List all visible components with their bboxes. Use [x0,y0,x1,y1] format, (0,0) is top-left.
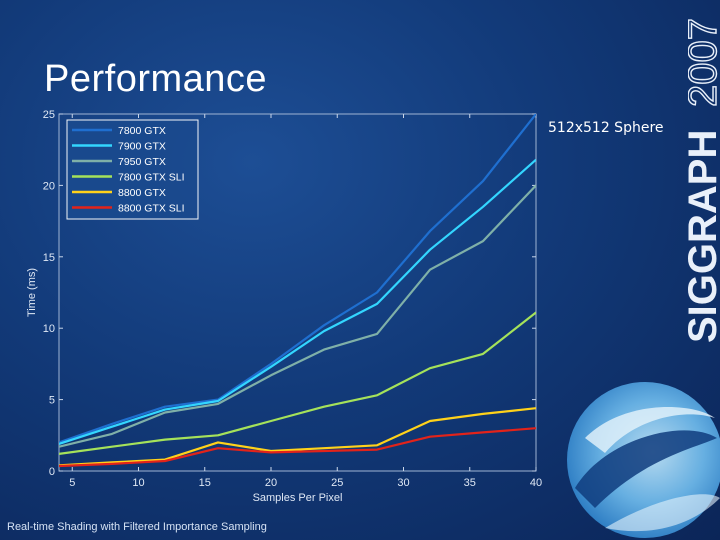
y-tick-label: 10 [43,323,55,335]
x-axis-label: Samples Per Pixel [253,492,343,504]
x-tick-label: 15 [199,477,211,489]
legend-label: 8800 GTX SLI [118,203,185,215]
series-line-8800-gtx [59,407,536,467]
legend-label: 7900 GTX [118,141,166,153]
footer-text: Real-time Shading with Filtered Importan… [7,521,267,533]
x-tick-label: 10 [132,477,144,489]
series-line-7950-gtx [59,184,536,448]
x-tick-label: 35 [464,477,476,489]
series-line-8800-gtx-sli [59,427,536,468]
x-tick-label: 20 [265,477,277,489]
series-line-7900-gtx [59,158,536,445]
legend-label: 7800 GTX [118,125,166,137]
y-tick-label: 25 [43,109,55,121]
series-line-7800-gtx-sli [59,311,536,455]
slide-title: Performance [44,58,268,100]
x-tick-label: 30 [397,477,409,489]
y-axis-label: Time (ms) [26,268,38,317]
siggraph-logo-text: SIGGRAPH 2007 [688,17,720,343]
y-tick-label: 0 [49,466,55,478]
series-line-7800-gtx [59,114,536,444]
x-tick-label: 40 [530,477,542,489]
legend-label: 8800 GTX [118,187,166,199]
x-tick-label: 25 [331,477,343,489]
y-tick-label: 15 [43,252,55,264]
y-tick-label: 20 [43,180,55,192]
y-tick-label: 5 [49,395,55,407]
siggraph-swirl-logo [567,382,720,538]
plot-frame [58,113,537,472]
legend-label: 7800 GTX SLI [118,172,185,184]
x-tick-label: 5 [69,477,75,489]
logo-year-text: 2007 [688,18,720,107]
legend-box [66,119,199,220]
logo-main-text: SIGGRAPH [688,130,720,343]
chart-subtitle: 512x512 Sphere [548,120,664,136]
legend-label: 7950 GTX [118,156,166,168]
